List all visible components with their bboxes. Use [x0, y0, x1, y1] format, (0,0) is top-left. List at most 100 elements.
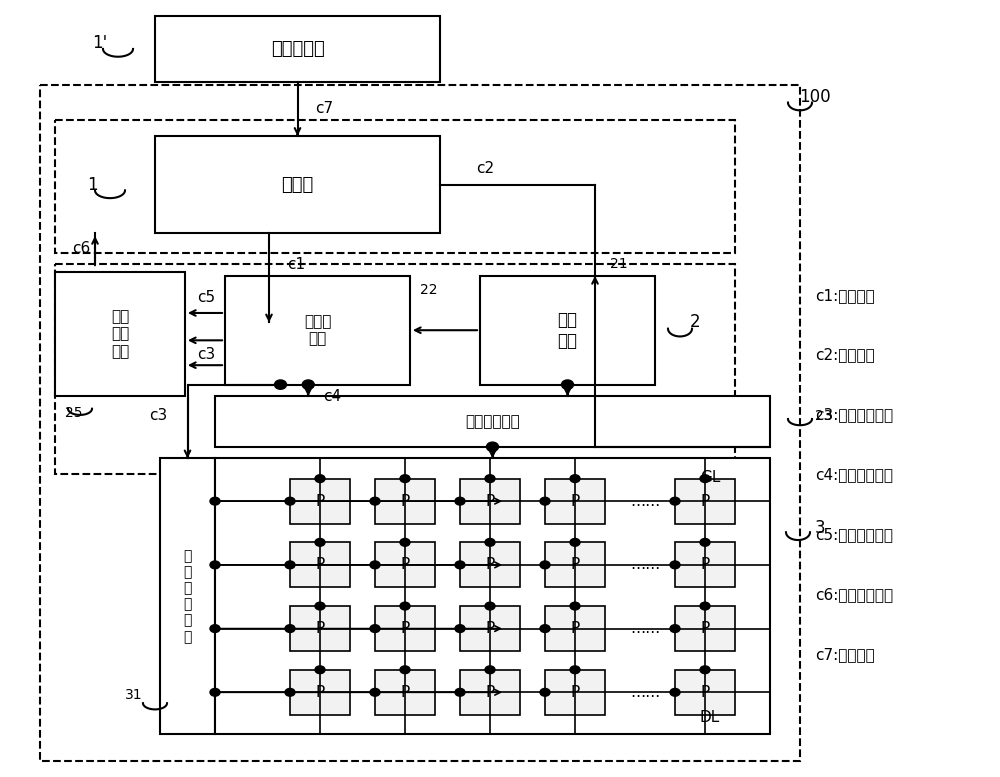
Bar — [290, 606, 350, 651]
Bar — [675, 670, 735, 715]
Circle shape — [285, 497, 295, 505]
Circle shape — [370, 625, 380, 632]
Bar — [460, 479, 520, 524]
Text: c3: c3 — [149, 408, 168, 423]
Circle shape — [485, 602, 495, 610]
Text: P: P — [315, 557, 325, 573]
Circle shape — [700, 475, 710, 483]
Text: P: P — [400, 557, 410, 573]
Text: 21: 21 — [610, 257, 628, 271]
Text: ……: …… — [630, 685, 660, 700]
Bar — [675, 479, 735, 524]
Text: P: P — [315, 685, 325, 700]
Text: c4: c4 — [323, 388, 341, 404]
Text: 25: 25 — [65, 406, 82, 420]
Bar — [290, 479, 350, 524]
Text: P: P — [700, 685, 710, 700]
Circle shape — [455, 625, 465, 632]
Text: P: P — [485, 557, 495, 573]
Text: c5: c5 — [197, 290, 215, 305]
Bar — [375, 542, 435, 587]
Bar — [375, 606, 435, 651]
Text: ……: …… — [630, 621, 660, 636]
Bar — [225, 276, 410, 385]
Circle shape — [700, 666, 710, 674]
Text: 时序控
制器: 时序控 制器 — [304, 314, 331, 347]
Circle shape — [210, 688, 220, 696]
Bar — [675, 542, 735, 587]
Circle shape — [700, 538, 710, 546]
Circle shape — [455, 688, 465, 696]
Text: 3: 3 — [815, 519, 826, 538]
Text: 系统板: 系统板 — [281, 176, 314, 193]
Text: 视频信号源: 视频信号源 — [271, 40, 324, 57]
Circle shape — [570, 602, 580, 610]
Bar — [460, 606, 520, 651]
Circle shape — [315, 475, 325, 483]
Circle shape — [455, 561, 465, 569]
Text: P: P — [700, 621, 710, 636]
Text: P: P — [485, 493, 495, 509]
Circle shape — [285, 561, 295, 569]
Circle shape — [670, 688, 680, 696]
Text: P: P — [315, 493, 325, 509]
Text: 栅
极
驱
动
电
路: 栅 极 驱 动 电 路 — [183, 549, 192, 644]
Circle shape — [540, 561, 550, 569]
Text: c7:视频信号: c7:视频信号 — [815, 646, 875, 662]
Circle shape — [570, 666, 580, 674]
Bar — [375, 670, 435, 715]
Circle shape — [455, 497, 465, 505]
Text: c2:电源信号: c2:电源信号 — [815, 347, 875, 363]
Bar — [460, 542, 520, 587]
Text: P: P — [400, 621, 410, 636]
Bar — [290, 670, 350, 715]
Circle shape — [540, 497, 550, 505]
Text: 2: 2 — [690, 313, 700, 332]
Text: 源极驱动电路: 源极驱动电路 — [465, 414, 520, 429]
Bar — [545, 542, 605, 587]
Circle shape — [315, 538, 325, 546]
Circle shape — [485, 666, 495, 674]
Circle shape — [562, 380, 574, 389]
Circle shape — [400, 538, 410, 546]
Text: P: P — [570, 557, 580, 573]
Circle shape — [370, 561, 380, 569]
Text: 1': 1' — [92, 33, 108, 52]
Bar — [155, 16, 440, 82]
Circle shape — [210, 625, 220, 632]
Bar — [40, 85, 800, 761]
Text: 100: 100 — [799, 88, 831, 106]
Circle shape — [400, 666, 410, 674]
Text: P: P — [400, 493, 410, 509]
Text: P: P — [700, 557, 710, 573]
Text: c2: c2 — [476, 162, 494, 176]
Text: P: P — [485, 621, 495, 636]
Bar — [675, 606, 735, 651]
Text: P: P — [400, 685, 410, 700]
Bar — [480, 276, 655, 385]
Circle shape — [400, 475, 410, 483]
Bar — [215, 396, 770, 447]
Circle shape — [670, 561, 680, 569]
Circle shape — [670, 625, 680, 632]
Bar — [155, 136, 440, 233]
Text: GL: GL — [700, 470, 720, 486]
Bar — [290, 542, 350, 587]
Text: c4:源极输入信号: c4:源极输入信号 — [815, 467, 893, 483]
Text: 22: 22 — [420, 283, 438, 297]
Circle shape — [210, 497, 220, 505]
Circle shape — [485, 475, 495, 483]
Circle shape — [400, 602, 410, 610]
Text: P: P — [485, 685, 495, 700]
Text: c3:栅极输入信号: c3:栅极输入信号 — [815, 407, 893, 423]
Text: 电源
电路: 电源 电路 — [558, 311, 578, 350]
Text: 31: 31 — [125, 688, 143, 702]
Text: c5:第二控制信号: c5:第二控制信号 — [815, 527, 893, 542]
Circle shape — [570, 475, 580, 483]
Circle shape — [670, 497, 680, 505]
Circle shape — [315, 602, 325, 610]
Circle shape — [487, 442, 499, 451]
Text: 1: 1 — [87, 176, 97, 194]
Bar — [215, 458, 770, 734]
Text: c6: c6 — [72, 241, 90, 256]
